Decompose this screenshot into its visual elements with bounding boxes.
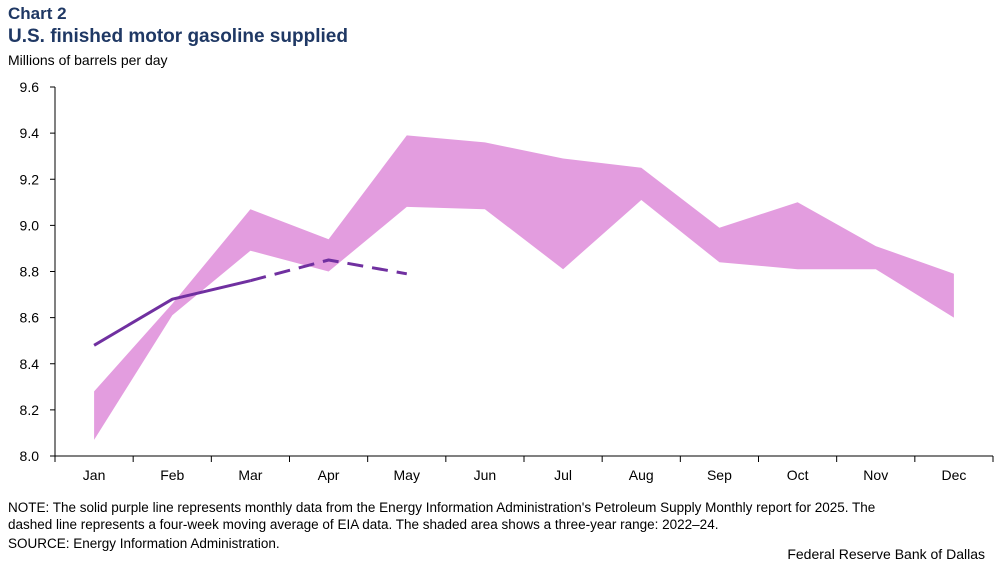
y-axis-units: Millions of barrels per day [8, 52, 168, 68]
y-tick-label: 9.0 [20, 217, 40, 233]
chart-source: SOURCE: Energy Information Administratio… [8, 536, 280, 551]
x-tick-label: Aug [629, 467, 654, 483]
x-tick-label: Mar [238, 467, 262, 483]
series-line-dashed-4wk-avg [250, 258, 408, 283]
x-tick-label: Nov [863, 467, 888, 483]
y-tick-label: 8.6 [20, 310, 40, 326]
x-tick-label: Dec [941, 467, 966, 483]
series-line-solid-monthly [93, 279, 251, 347]
chart-note: NOTE: The solid purple line represents m… [8, 499, 988, 533]
chart-label: Chart 2 [8, 4, 67, 23]
x-tick-label: May [394, 467, 420, 483]
y-tick-label: 9.4 [20, 125, 40, 141]
x-tick-label: Feb [160, 467, 184, 483]
chart-note-line-1: NOTE: The solid purple line represents m… [8, 500, 876, 515]
y-tick-label: 9.2 [20, 171, 40, 187]
x-tick-label: Sep [707, 467, 732, 483]
y-tick-label: 8.4 [20, 356, 40, 372]
y-tick-label: 8.2 [20, 402, 40, 418]
x-tick-label: Jan [83, 467, 106, 483]
chart-note-line-2: dashed line represents a four-week movin… [8, 517, 719, 532]
chart-title: U.S. finished motor gasoline supplied [8, 26, 348, 47]
x-tick-label: Jul [554, 467, 572, 483]
x-tick-label: Oct [787, 467, 809, 483]
x-tick-label: Apr [318, 467, 340, 483]
range-band-2022-24 [94, 135, 954, 440]
credit: Federal Reserve Bank of Dallas [787, 546, 985, 562]
y-tick-label: 8.8 [20, 264, 40, 280]
y-tick-label: 9.6 [20, 79, 40, 95]
y-tick-label: 8.0 [20, 448, 40, 464]
x-tick-label: Jun [474, 467, 497, 483]
